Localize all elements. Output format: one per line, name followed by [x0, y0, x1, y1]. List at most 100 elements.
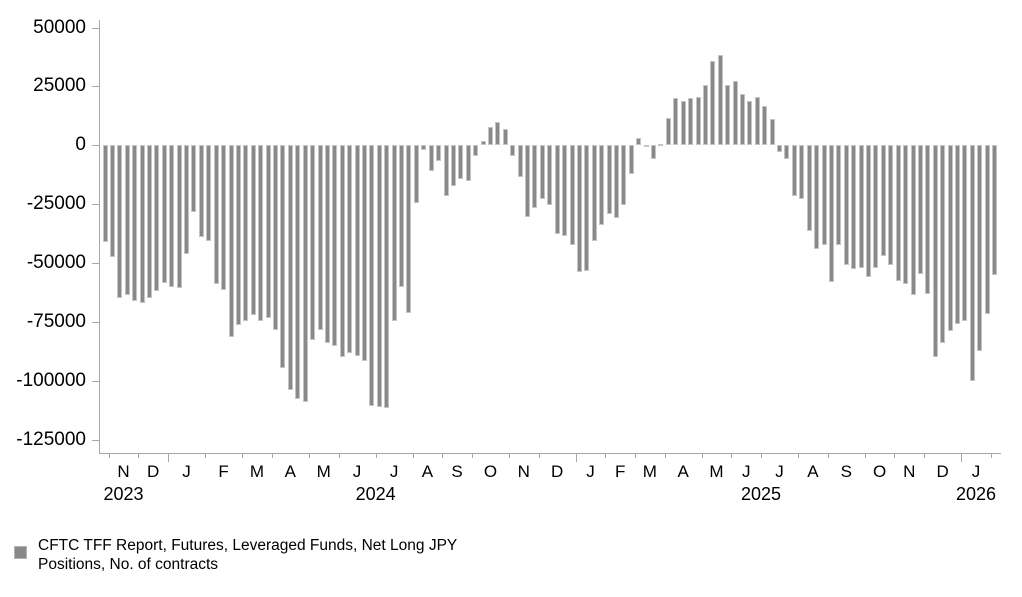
bar [391, 145, 397, 321]
x-axis-month-tick [442, 454, 444, 458]
x-axis-line [99, 453, 1001, 454]
bar [539, 145, 545, 200]
x-axis-month-tick [827, 454, 829, 458]
bar [287, 145, 293, 391]
bar [628, 145, 634, 174]
bar [984, 145, 990, 314]
y-axis-tick [92, 86, 99, 87]
bar [154, 145, 160, 292]
bar [621, 145, 627, 206]
bar [495, 121, 501, 146]
x-axis-month-label: S [451, 462, 463, 481]
bar [762, 106, 768, 146]
bar [851, 145, 857, 269]
bar [769, 119, 775, 146]
bar [361, 145, 367, 361]
bar [191, 145, 197, 213]
bar [250, 145, 256, 315]
bar [814, 145, 820, 249]
x-axis-month-tick [864, 454, 866, 458]
bar [932, 145, 938, 358]
x-axis-month-tick [538, 454, 540, 458]
bar [258, 145, 264, 321]
bar [458, 145, 464, 180]
x-axis-month-label: D [936, 462, 949, 481]
x-axis-month-tick [990, 454, 992, 458]
bar [925, 145, 931, 294]
y-axis-label: 25000 [33, 75, 86, 96]
x-axis-month-tick [761, 454, 762, 458]
bar [399, 145, 404, 287]
x-axis-month-tick [509, 454, 510, 458]
x-axis-month-tick [635, 454, 636, 458]
bar [265, 145, 271, 319]
bar [406, 145, 412, 313]
bar [487, 126, 493, 146]
bar [413, 145, 419, 203]
y-axis-tick [92, 440, 99, 441]
bar [828, 145, 834, 282]
y-axis-tick [92, 204, 99, 205]
bar [347, 145, 353, 353]
bar [873, 145, 879, 268]
bar [895, 145, 901, 281]
bar [213, 145, 219, 285]
x-axis-month-tick [605, 454, 607, 458]
bar [569, 145, 575, 246]
bar [947, 145, 953, 332]
legend-swatch-icon [14, 546, 27, 559]
x-axis-month-tick [924, 454, 926, 458]
bar [888, 145, 894, 266]
bar [651, 145, 656, 160]
x-axis-month-label: J [352, 462, 362, 481]
y-axis-tick [92, 145, 99, 146]
y-axis-label: 50000 [33, 17, 86, 38]
x-axis-month-tick [894, 454, 896, 458]
bar [502, 128, 508, 146]
bar [384, 145, 390, 408]
bar [962, 145, 968, 321]
bar [732, 80, 738, 146]
x-axis-month-tick [242, 454, 244, 458]
bar [206, 145, 212, 241]
bar [147, 145, 152, 299]
bar [117, 145, 123, 299]
bar [176, 145, 182, 288]
bar [969, 145, 975, 381]
bar [903, 145, 908, 285]
bar [858, 145, 864, 268]
bar [428, 145, 434, 172]
bar [532, 145, 538, 208]
bar [169, 145, 175, 287]
x-axis-month-tick [375, 454, 377, 458]
legend-label: CFTC TFF Report, Futures, Leveraged Fund… [38, 536, 598, 574]
bar [836, 145, 842, 246]
x-axis-year-label: 2024 [355, 484, 396, 504]
x-axis-month-tick [731, 454, 733, 458]
bar [554, 145, 560, 234]
bar [747, 100, 753, 146]
y-axis-tick [92, 381, 99, 382]
x-axis-year-tick [168, 454, 169, 462]
bar [992, 145, 997, 275]
x-axis-month-tick [338, 454, 340, 458]
x-axis-month-label: O [872, 462, 887, 481]
bar [940, 145, 946, 344]
bar [332, 145, 338, 346]
x-axis-month-tick [271, 454, 273, 458]
bar [317, 145, 323, 331]
bar [295, 145, 301, 399]
y-axis-label: -125000 [16, 429, 86, 450]
bar [695, 97, 701, 146]
x-axis-month-label: A [284, 462, 296, 481]
bar [725, 85, 731, 146]
bar [584, 145, 590, 272]
x-axis-month-label: F [218, 462, 229, 481]
x-axis-month-label: J [586, 462, 595, 481]
bar [917, 145, 923, 274]
bar [547, 145, 553, 206]
bar [673, 98, 679, 146]
y-axis-label: -100000 [16, 370, 86, 391]
x-axis-month-label: J [741, 462, 751, 481]
